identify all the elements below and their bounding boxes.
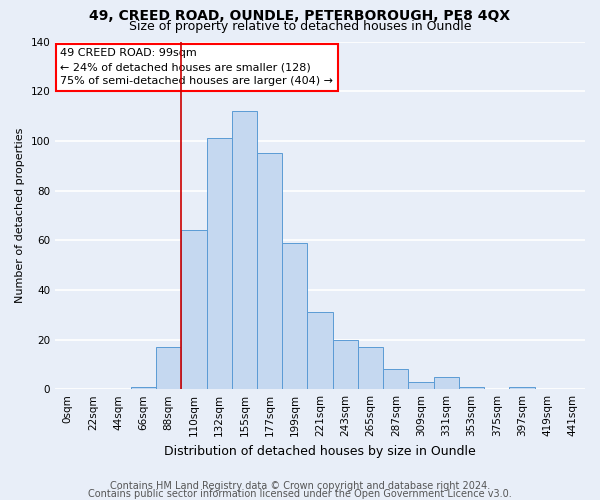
Bar — [332, 340, 358, 389]
Bar — [257, 154, 282, 389]
Text: 49 CREED ROAD: 99sqm
← 24% of detached houses are smaller (128)
75% of semi-deta: 49 CREED ROAD: 99sqm ← 24% of detached h… — [61, 48, 334, 86]
Text: Contains HM Land Registry data © Crown copyright and database right 2024.: Contains HM Land Registry data © Crown c… — [110, 481, 490, 491]
Y-axis label: Number of detached properties: Number of detached properties — [15, 128, 25, 303]
X-axis label: Distribution of detached houses by size in Oundle: Distribution of detached houses by size … — [164, 444, 476, 458]
Bar — [434, 377, 459, 389]
Bar — [409, 382, 434, 389]
Bar — [156, 347, 181, 389]
Bar — [206, 138, 232, 389]
Bar — [131, 386, 156, 389]
Text: Size of property relative to detached houses in Oundle: Size of property relative to detached ho… — [129, 20, 471, 33]
Bar — [181, 230, 206, 389]
Text: Contains public sector information licensed under the Open Government Licence v3: Contains public sector information licen… — [88, 489, 512, 499]
Bar — [232, 111, 257, 389]
Bar — [358, 347, 383, 389]
Text: 49, CREED ROAD, OUNDLE, PETERBOROUGH, PE8 4QX: 49, CREED ROAD, OUNDLE, PETERBOROUGH, PE… — [89, 9, 511, 23]
Bar — [307, 312, 332, 389]
Bar — [509, 386, 535, 389]
Bar — [282, 242, 307, 389]
Bar — [459, 386, 484, 389]
Bar — [383, 370, 409, 389]
